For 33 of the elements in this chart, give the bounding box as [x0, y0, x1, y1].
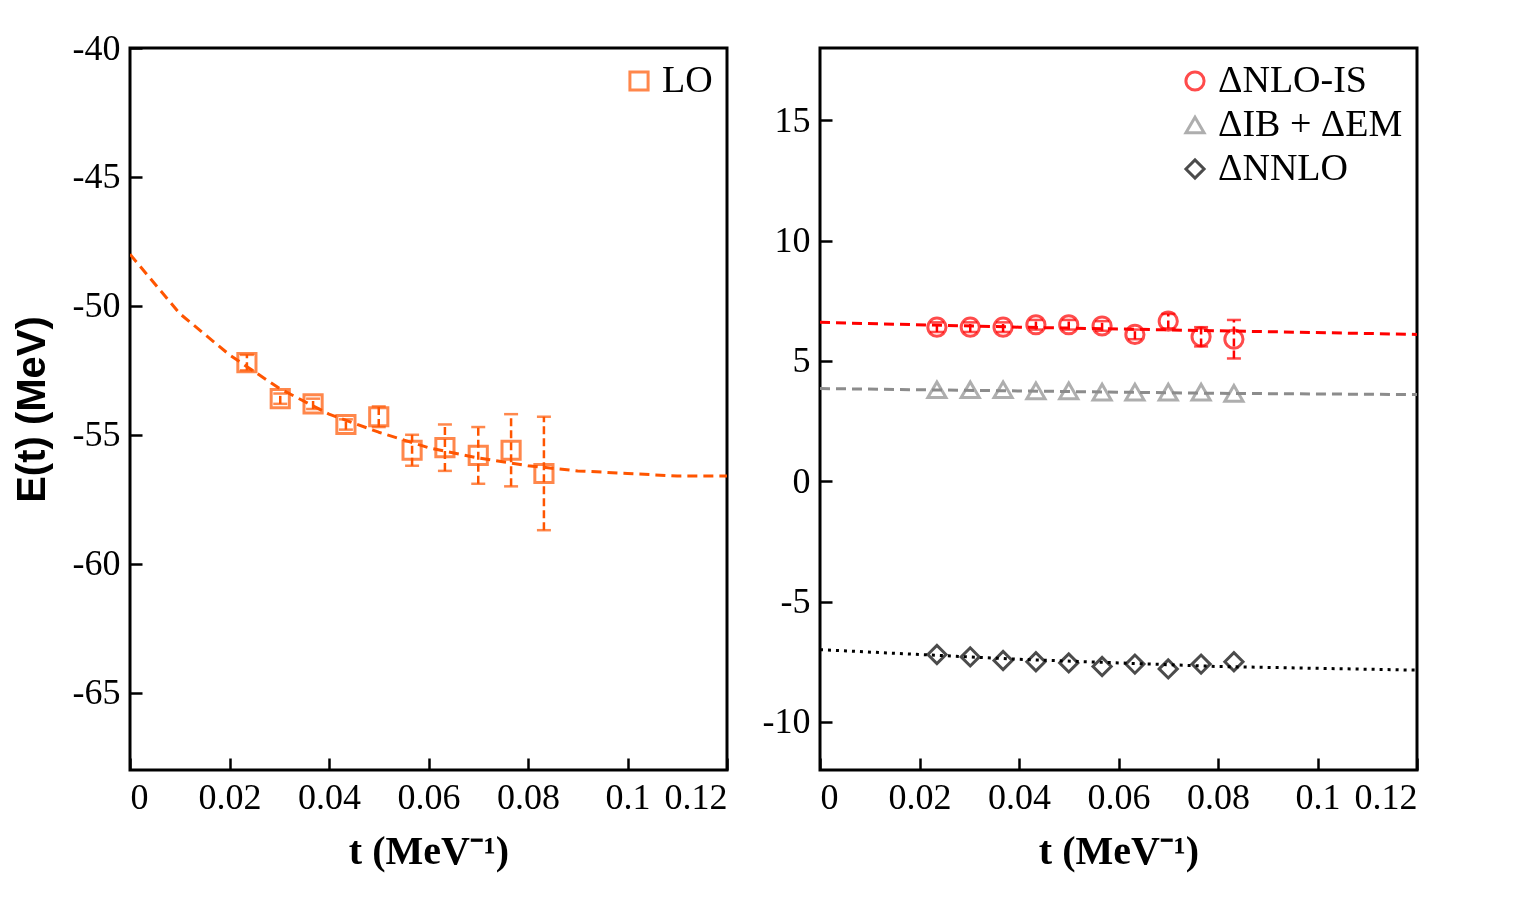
y-tick-label: -40 — [72, 27, 121, 68]
y-tick-label: 5 — [792, 340, 811, 381]
y-tick-label: -45 — [72, 156, 121, 197]
y-tick-label: -65 — [72, 672, 121, 713]
y-axis-title: E(t) (MeV) — [8, 316, 53, 503]
x-tick-label: 0.02 — [888, 776, 952, 817]
y-tick-label: -50 — [72, 285, 121, 326]
y-tick-label: -5 — [780, 581, 811, 622]
x-tick-label: 0 — [130, 776, 149, 817]
y-tick-label: 10 — [774, 220, 811, 261]
x-tick-label: 0.08 — [1187, 776, 1250, 817]
legend-label: ΔNNLO — [1218, 146, 1348, 188]
y-tick-label: -10 — [762, 701, 811, 742]
x-tick-label: 0.06 — [397, 776, 461, 817]
legend-label: LO — [662, 58, 713, 100]
x-tick-label: 0.12 — [664, 776, 728, 817]
x-tick-label: 0.1 — [605, 776, 651, 817]
x-tick-label: 0.08 — [497, 776, 560, 817]
y-tick-label: 15 — [774, 99, 811, 140]
legend-label: ΔNLO-IS — [1218, 58, 1367, 100]
x-tick-label: 0.04 — [298, 776, 361, 817]
x-axis-title: t (MeV⁻¹) — [348, 827, 510, 873]
x-tick-label: 0.1 — [1295, 776, 1341, 817]
legend-label: ΔIB + ΔEM — [1218, 102, 1403, 144]
x-tick-label: 0.04 — [988, 776, 1051, 817]
x-tick-label: 0.06 — [1087, 776, 1151, 817]
y-tick-label: 0 — [792, 460, 811, 501]
y-tick-label: -55 — [72, 414, 121, 455]
y-tick-label: -60 — [72, 543, 121, 584]
x-tick-label: 0.02 — [198, 776, 262, 817]
x-tick-label: 0.12 — [1354, 776, 1418, 817]
x-tick-label: 0 — [820, 776, 839, 817]
x-axis-title: t (MeV⁻¹) — [1038, 827, 1200, 873]
